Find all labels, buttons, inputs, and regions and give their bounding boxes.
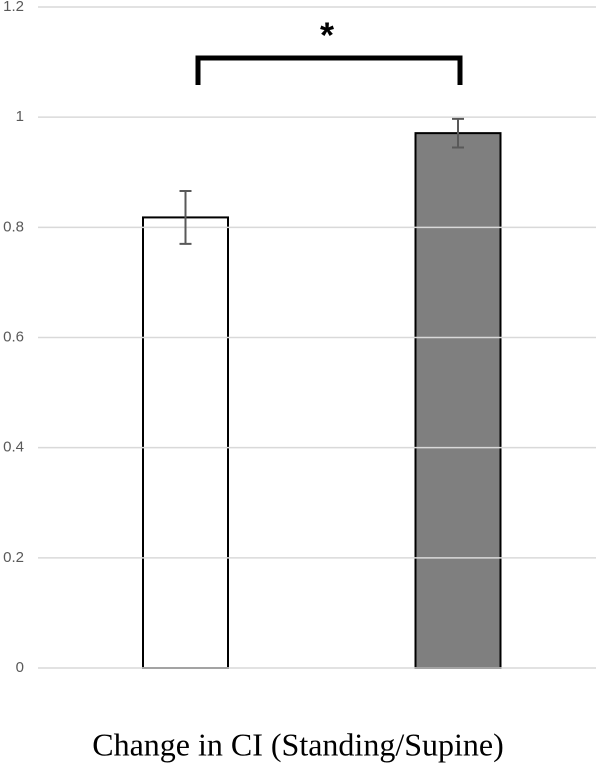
error-bar: [452, 117, 464, 149]
error-bar: [179, 189, 192, 245]
y-tick-label: 0.4: [3, 439, 24, 456]
y-tick-label: 0: [16, 659, 24, 676]
bar: [414, 132, 502, 670]
y-tick-label: 1: [16, 108, 24, 125]
y-tick-label: 0.8: [3, 218, 24, 235]
significance-bracket: [195, 55, 463, 85]
bar: [142, 216, 229, 669]
y-tick-label: 0.2: [3, 549, 24, 566]
y-tick-label: 0.6: [3, 328, 24, 345]
annotation: *: [320, 15, 334, 56]
x-axis-label: Change in CI (Standing/Supine): [92, 726, 504, 762]
y-tick-label: 1.2: [3, 0, 24, 15]
